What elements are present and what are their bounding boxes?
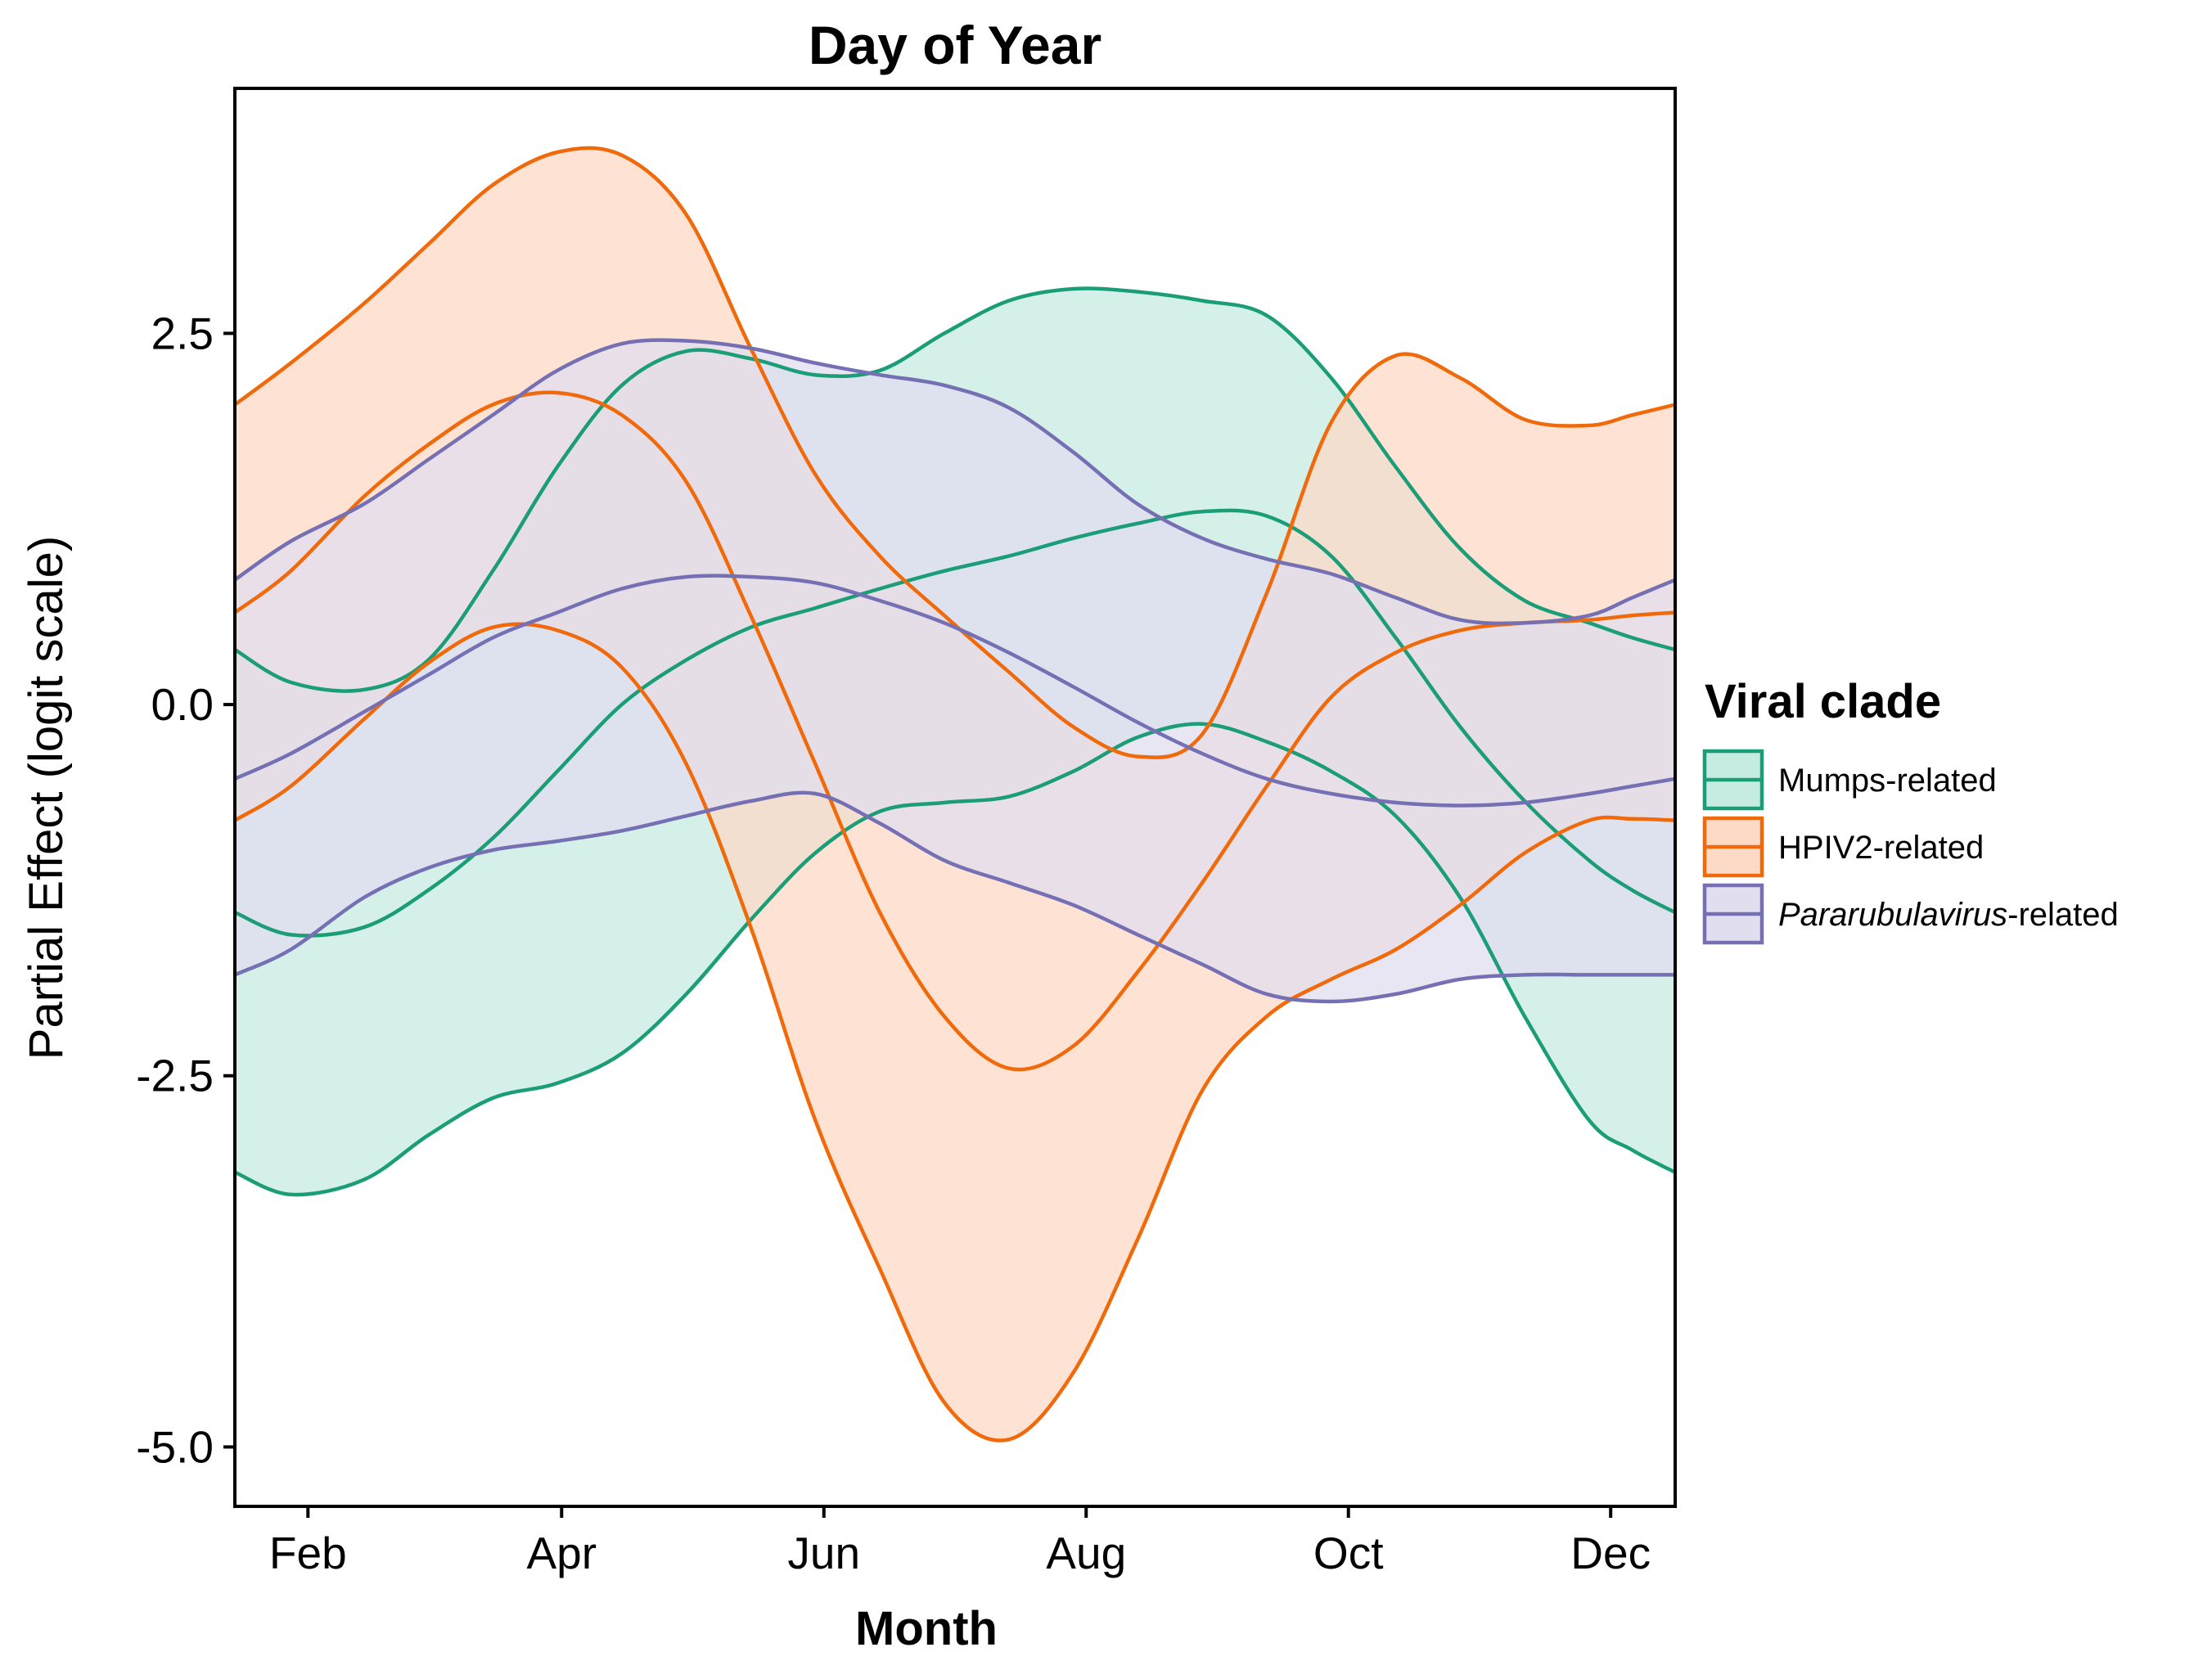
y-axis-title: Partial Effect (logit scale)	[20, 536, 73, 1060]
chart-title: Day of Year	[809, 15, 1101, 75]
hpiv2-related-upper-line	[233, 146, 1676, 759]
legend-label-pararubulavirus-related: Pararubulavirus-related	[1778, 897, 2119, 933]
pararubulavirus-related-ci-band	[235, 340, 1675, 1002]
plot-panel-border	[233, 87, 1677, 1508]
mumps-related-lower-line	[234, 722, 1677, 1197]
legend-title: Viral clade	[1705, 675, 1941, 728]
legend-label-hpiv2-related: HPIV2-related	[1778, 830, 1984, 866]
legend-label-mumps-related: Mumps-related	[1778, 763, 1997, 799]
series-lines	[233, 146, 1677, 1443]
mumps-related-estimate-line	[234, 508, 1677, 938]
x-tick-label: Oct	[1313, 1528, 1384, 1578]
x-axis-title: Month	[855, 1602, 998, 1655]
pararubulavirus-related-lower-line	[234, 790, 1675, 1004]
pararubulavirus-related-estimate-line	[234, 574, 1676, 808]
y-tick-label: -2.5	[136, 1051, 214, 1101]
y-axis: 2.5 0.0 -2.5 -5.0	[136, 308, 235, 1472]
confidence-bands	[235, 147, 1675, 1441]
y-tick-label: 2.5	[151, 308, 214, 358]
mumps-related-upper-line	[233, 286, 1676, 693]
x-tick-label: Dec	[1570, 1528, 1651, 1578]
x-tick-label: Jun	[787, 1528, 860, 1578]
legend: Viral clade Mumps-related HPIV2-related Pa…	[1702, 675, 2119, 945]
pararubulavirus-related-upper-line	[233, 338, 1676, 626]
y-tick-label: 0.0	[151, 679, 214, 730]
y-tick-label: -5.0	[136, 1421, 214, 1472]
x-tick-label: Apr	[526, 1528, 597, 1578]
x-tick-label: Aug	[1046, 1528, 1126, 1578]
hpiv2-related-estimate-line	[233, 390, 1676, 1072]
x-axis: Feb Apr Jun Aug Oct Dec	[269, 1506, 1651, 1578]
hpiv2-related-lower-line	[233, 622, 1676, 1443]
x-tick-label: Feb	[269, 1528, 347, 1578]
